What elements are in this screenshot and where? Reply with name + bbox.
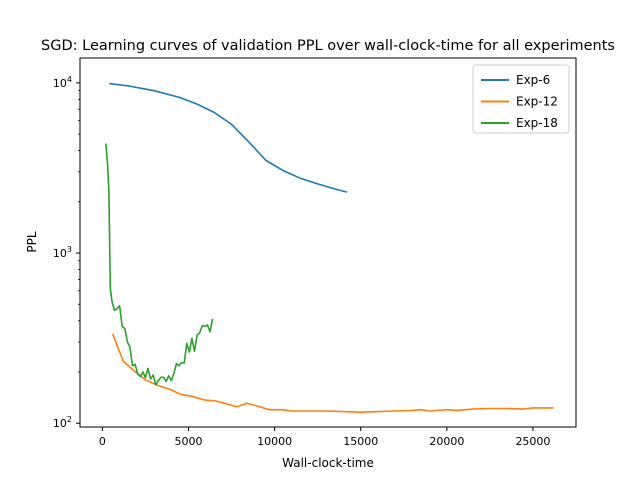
x-tick-label: 10000 <box>257 435 292 448</box>
series-line-exp-18 <box>105 143 214 386</box>
plot-frame <box>79 57 577 428</box>
y-ticks: 102 103 104 <box>53 75 80 430</box>
x-tick-label: 0 <box>99 435 106 448</box>
legend-label: Exp-12 <box>516 95 558 109</box>
y-tick-label: 104 <box>53 75 72 90</box>
y-axis-label: PPL <box>25 231 39 252</box>
x-tick-label: 5000 <box>175 435 203 448</box>
chart-title: SGD: Learning curves of validation PPL o… <box>41 38 615 54</box>
series-line-exp-6 <box>109 82 348 193</box>
series-line-exp-12 <box>111 333 554 413</box>
legend-label: Exp-6 <box>516 73 550 87</box>
series-layer <box>105 82 554 413</box>
legend-label: Exp-18 <box>516 116 558 130</box>
legend: Exp-6 Exp-12 Exp-18 <box>472 64 570 134</box>
legend-box <box>472 64 570 134</box>
x-tick-label: 25000 <box>515 435 550 448</box>
x-ticks: 0 5000 10000 15000 20000 25000 <box>99 427 550 448</box>
x-tick-label: 20000 <box>429 435 464 448</box>
x-tick-label: 15000 <box>343 435 378 448</box>
y-tick-label: 103 <box>53 245 72 260</box>
x-axis-label: Wall-clock-time <box>282 456 374 470</box>
y-tick-label: 102 <box>53 415 72 430</box>
